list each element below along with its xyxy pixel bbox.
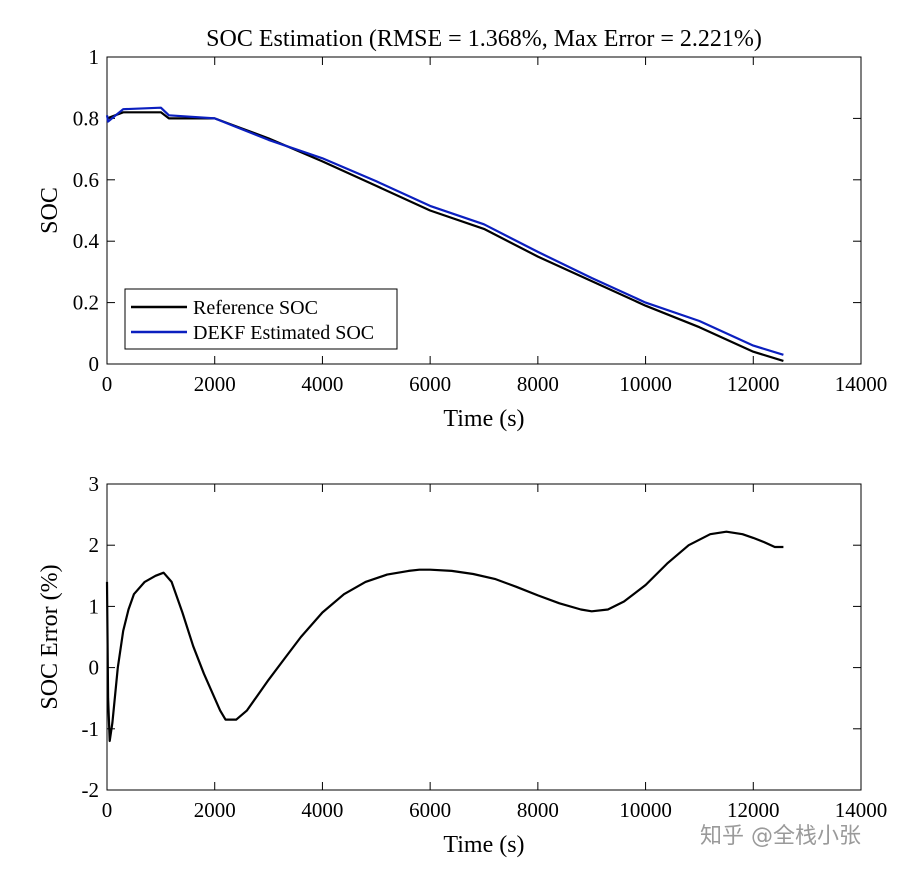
soc-estimation-plot: 0 2000 4000 6000 8000 10000 12000 14000 0 0.2 0.4 0… [37,45,887,432]
x-tick-label: 6000 [409,798,451,822]
y-tick-label: 0.4 [73,229,100,253]
series-line-error [105,530,784,743]
x-tick-label: 0 [102,372,113,396]
x-tick-label: 10000 [619,798,672,822]
watermark: 知乎 @全栈小张 [700,824,861,849]
x-tick-label: 8000 [517,798,559,822]
x-tick-label: 2000 [194,372,236,396]
x-tick-label: 4000 [301,798,343,822]
legend-entry: Reference SOC [193,297,318,319]
legend: Reference SOC DEKF Estimated SOC [124,288,398,350]
series-line-reference-soc [106,111,784,362]
y-tick-label: 1 [89,594,100,618]
x-tick-label: 14000 [835,798,888,822]
x-tick-label: 2000 [194,798,236,822]
plot-0-axes-box [106,56,862,365]
y-axis-label: SOC Error (%) [37,564,63,709]
y-tick-label: 0 [89,352,100,376]
y-tick-label: -1 [82,717,100,741]
x-tick-label: 4000 [301,372,343,396]
y-tick-label: -2 [82,778,100,802]
series-line-dekf-estimated-soc [105,106,784,356]
y-axis-label: SOC [37,187,63,234]
y-tick-label: 0.2 [73,291,99,315]
chart-1-title: SOC Estimation (RMSE = 1.368%, Max Error… [206,26,762,52]
y-tick-label: 2 [89,533,100,557]
legend-box [124,288,398,350]
soc-error-plot: 0 2000 4000 6000 8000 10000 12000 14000 -2 -1 0 1 2 3… [37,472,887,858]
x-tick-label: 12000 [727,798,780,822]
x-axis-label: Time (s) [443,832,524,858]
y-tick-label: 1 [89,45,100,69]
x-axis-label: Time (s) [443,406,524,432]
y-tick-label: 0.8 [73,106,99,130]
x-tick-label: 8000 [517,372,559,396]
y-tick-label: 3 [89,472,100,496]
x-tick-label: 12000 [727,372,780,396]
x-tick-label: 10000 [619,372,672,396]
legend-entry: DEKF Estimated SOC [193,322,374,344]
y-tick-label: 0 [89,656,100,680]
plot-1-axes-box [106,483,862,791]
y-tick-label: 0.6 [73,168,99,192]
x-tick-label: 6000 [409,372,451,396]
x-tick-label: 0 [102,798,113,822]
x-tick-label: 14000 [835,372,888,396]
